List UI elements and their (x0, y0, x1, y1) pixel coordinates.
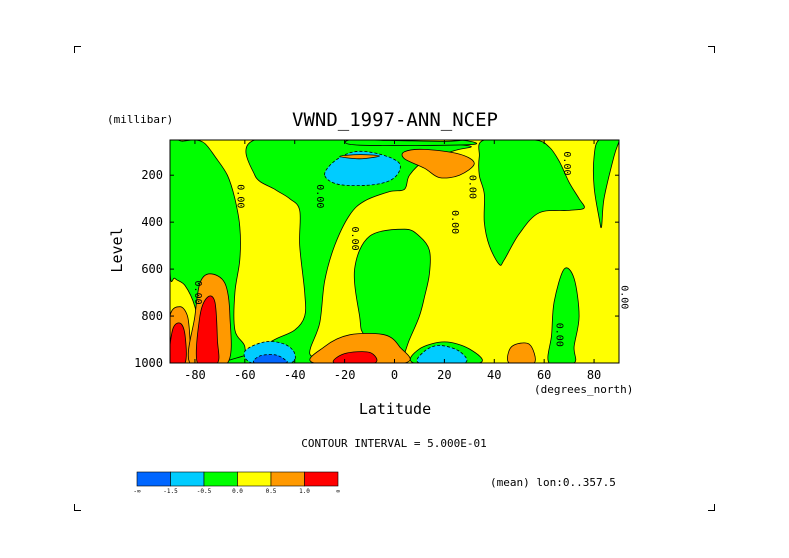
crop-mark-bottom-left (74, 504, 81, 511)
contour-region (547, 267, 580, 363)
contour-region (170, 322, 187, 363)
y-tick-label: 400 (141, 215, 163, 229)
contour-label: 0.00 (234, 184, 245, 208)
colorbar-swatch (203, 471, 238, 487)
contour-region (195, 295, 220, 363)
x-axis-label: Latitude (359, 400, 431, 418)
colorbar-label: ∞ (336, 488, 340, 495)
contour-region (339, 154, 380, 160)
x-units-label: (degrees_north) (534, 383, 633, 396)
contour-label: 0.00 (554, 323, 565, 347)
contour-region (478, 140, 585, 266)
contour-regions (170, 140, 619, 363)
y-axis-ticks: 200 400 600 800 1000 (134, 168, 619, 370)
x-tick-label: 20 (437, 368, 451, 382)
colorbar-swatch (237, 471, 272, 487)
contour-region (324, 150, 401, 187)
contour-label: 0.00 (192, 281, 203, 305)
x-tick-label: 40 (487, 368, 501, 382)
contour-region (344, 140, 477, 146)
colorbar-swatch (270, 471, 305, 487)
crop-marks (74, 46, 715, 511)
contour-region (416, 344, 468, 363)
x-tick-label: -80 (184, 368, 206, 382)
colorbar: -∞ -1.5 -0.5 0.0 0.5 1.0 ∞ (133, 471, 340, 495)
colorbar-swatch (170, 471, 205, 487)
contour-region (593, 140, 619, 229)
colorbar-swatch (304, 471, 339, 487)
contour-label: 0.00 (466, 175, 477, 199)
contour-label: 0.00 (349, 227, 360, 251)
colorbar-label: 0.5 (266, 488, 277, 495)
contour-region (401, 148, 475, 179)
colorbar-swatch (136, 471, 171, 487)
x-tick-label: 0 (391, 368, 398, 382)
contour-region (309, 332, 411, 363)
contour-label: 0.00 (618, 285, 629, 309)
y-tick-label: 800 (141, 309, 163, 323)
x-axis-ticks: -80 -60 -40 -20 0 20 40 60 80 (184, 140, 601, 382)
y-units-label: (millibar) (107, 113, 173, 126)
mean-annotation: (mean) lon:0..357.5 (490, 476, 616, 489)
colorbar-label: -0.5 (197, 488, 212, 495)
y-tick-label: 600 (141, 262, 163, 276)
x-tick-label: -60 (234, 368, 256, 382)
contour-interval-text: CONTOUR INTERVAL = 5.000E-01 (301, 437, 486, 450)
plot-area: 0.00 0.00 0.00 0.00 0.00 0.00 0.00 0.00 0.00 (169, 139, 630, 364)
x-tick-label: -40 (284, 368, 306, 382)
contour-label: 0.00 (314, 184, 325, 208)
contour-labels: 0.00 0.00 0.00 0.00 0.00 0.00 0.00 0.00 0.00 (192, 151, 630, 346)
crop-mark-top-right (708, 46, 715, 53)
y-tick-label: 1000 (134, 356, 163, 370)
colorbar-label: 0.0 (232, 488, 243, 495)
colorbar-label: -∞ (133, 488, 141, 495)
x-tick-label: -20 (334, 368, 356, 382)
contour-region (252, 354, 288, 363)
contour-region (507, 342, 536, 363)
x-tick-label: 60 (537, 368, 551, 382)
y-tick-label: 200 (141, 168, 163, 182)
crop-mark-top-left (74, 46, 81, 53)
x-tick-label: 80 (587, 368, 601, 382)
chart-title: VWND_1997-ANN_NCEP (292, 109, 498, 131)
colorbar-label: 1.0 (299, 488, 310, 495)
crop-mark-bottom-right (708, 504, 715, 511)
colorbar-label: -1.5 (163, 488, 178, 495)
y-axis-label: Level (108, 227, 126, 272)
contour-label: 0.00 (561, 151, 572, 175)
contour-region (226, 140, 472, 363)
contour-label: 0.00 (449, 210, 460, 234)
